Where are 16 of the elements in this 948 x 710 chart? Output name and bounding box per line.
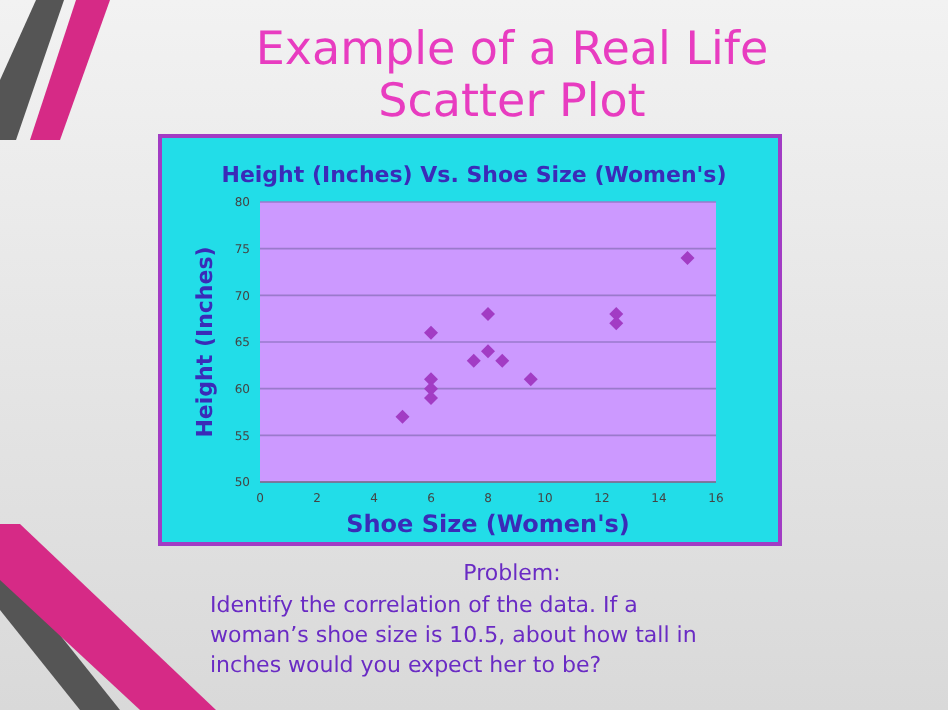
- point: [481, 307, 495, 321]
- point: [523, 372, 538, 387]
- x-axis-title: Shoe Size (Women's): [346, 510, 630, 538]
- point: [466, 353, 481, 368]
- point: [424, 325, 438, 340]
- point: [395, 409, 410, 424]
- chart-subtitle: Height (Inches) Vs. Shoe Size (Women's): [221, 162, 727, 188]
- text: Problem:: [463, 560, 561, 586]
- point: [495, 353, 510, 368]
- point: [481, 344, 495, 359]
- y-axis-title: Height (Inches): [192, 246, 218, 438]
- point: [680, 251, 695, 265]
- text: Identify the correlation of the data. If a woman’s shoe size is 10.5, about how tall in inches would you expect her to be?: [210, 592, 697, 678]
- chart-title: Example of a Real Life Scatter Plot: [255, 24, 769, 128]
- point: [424, 391, 438, 405]
- point: [609, 316, 624, 331]
